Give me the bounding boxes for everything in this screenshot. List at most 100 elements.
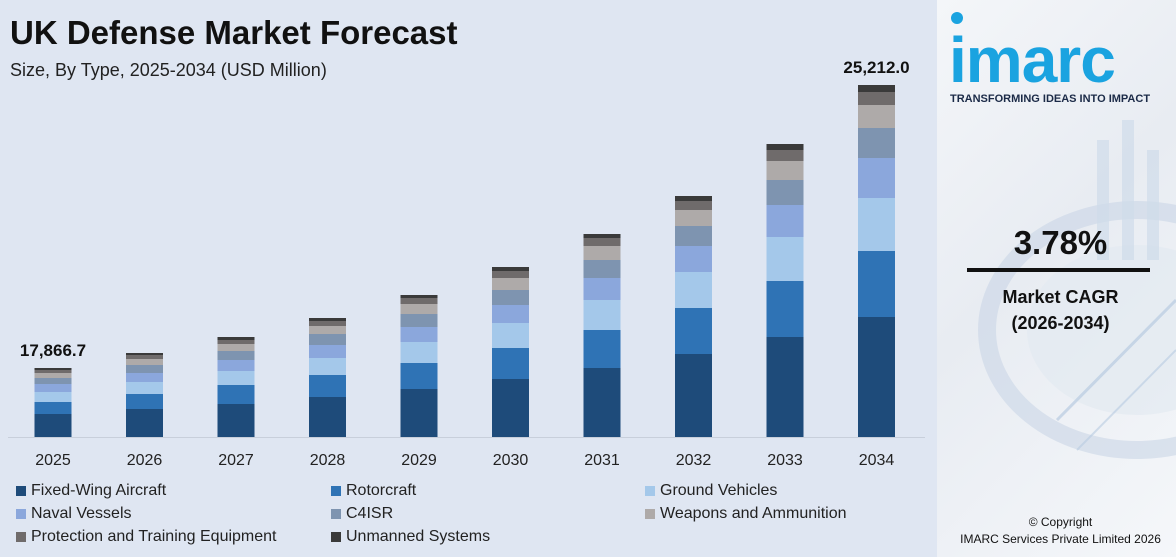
bar-segment-2025-0 [34,414,72,437]
logo-tagline: TRANSFORMING IDEAS INTO IMPACT [950,93,1151,105]
bar-segment-2031-5 [583,246,621,260]
bar-segment-2026-6 [126,355,163,359]
bar-segment-2029-4 [400,314,438,327]
legend-label: Unmanned Systems [346,528,491,545]
bar-segment-2028-5 [309,326,346,334]
bar-segment-2030-7 [492,267,529,271]
bar-segment-2027-3 [217,360,255,371]
copyright-line-1: © Copyright [1028,515,1093,529]
bar-segment-2033-1 [766,281,804,337]
bar-segment-2030-1 [492,348,529,379]
brand-panel: imarc TRANSFORMING IDEAS INTO IMPACT 3.7… [937,0,1176,557]
legend-item-8: Unmanned Systems [331,528,490,546]
data-label-2034: 25,212.0 [843,58,909,77]
bar-segment-2034-5 [858,105,895,128]
x-tick-label-2027: 2027 [218,452,254,469]
legend-swatch [331,532,341,542]
bar-segment-2027-7 [217,337,255,340]
bar-segment-2032-0 [675,354,712,437]
legend-swatch [331,509,341,519]
bar-segment-2030-6 [492,271,529,278]
legend-item-3: Ground Vehicles [645,482,777,500]
bar-segment-2034-1 [858,251,895,317]
cagr-label-line-2: (2026-2034) [1011,313,1110,333]
legend-swatch [645,509,655,519]
legend-swatch [16,532,26,542]
bar-segment-2031-1 [583,330,621,368]
bar-segment-2034-3 [858,158,895,198]
legend-item-5: C4ISR [331,505,393,523]
x-tick-label-2030: 2030 [493,452,529,469]
bar-segment-2025-1 [34,402,72,414]
bar-segment-2026-4 [126,365,163,373]
x-tick-label-2031: 2031 [584,452,620,469]
legend-swatch [645,486,655,496]
bar-segment-2034-2 [858,198,895,251]
bar-segment-2027-5 [217,344,255,351]
bar-segment-2033-2 [766,237,804,281]
cagr-label: Market CAGR (2026-2034) [937,284,1176,336]
bar-chart: 2025 2026 2027 2028 2029 2030 2031 2032 2033 2034… [8,58,925,469]
bar-segment-2034-0 [858,317,895,437]
chart-subtitle: Size, By Type, 2025-2034 (USD Million) [10,60,327,80]
chart-panel: UK Defense Market Forecast Size, By Type… [8,14,925,546]
bar-segment-2031-2 [583,300,621,330]
bar-segment-2029-2 [400,342,438,363]
bar-segment-2027-0 [217,404,255,437]
bar-segment-2031-6 [583,238,621,246]
bar-segment-2032-1 [675,308,712,354]
x-tick-label-2032: 2032 [676,452,712,469]
bar-segment-2028-3 [309,345,346,358]
bar-segment-2028-0 [309,397,346,437]
bar-segment-2032-2 [675,272,712,308]
bar-segment-2032-3 [675,246,712,272]
cagr-label-line-1: Market CAGR [1002,287,1119,307]
bar-segment-2028-1 [309,375,346,397]
chart-title: UK Defense Market Forecast [10,14,458,51]
x-tick-label-2028: 2028 [310,452,346,469]
bar-segment-2028-2 [309,358,346,375]
bar-segment-2025-5 [34,373,72,378]
bar-segment-2029-5 [400,304,438,314]
bar-segment-2026-2 [126,382,163,394]
bar-segment-2031-4 [583,260,621,278]
copyright: © Copyright IMARC Services Private Limit… [937,514,1176,548]
bar-segment-2029-6 [400,298,438,304]
bar-segment-2029-1 [400,363,438,389]
bar-segment-2025-6 [34,370,72,373]
bar-segment-2029-3 [400,327,438,342]
x-tick-label-2026: 2026 [127,452,163,469]
bar-segment-2034-4 [858,128,895,158]
legend-item-7: Protection and Training Equipment [16,528,276,546]
legend-label: Fixed-Wing Aircraft [31,482,167,499]
bar-segment-2031-0 [583,368,621,437]
bar-segment-2027-4 [217,351,255,360]
data-label-2025: 17,866.7 [20,341,86,360]
x-tick-label-2025: 2025 [35,452,71,469]
bar-segment-2028-7 [309,318,346,321]
bar-segment-2026-3 [126,373,163,382]
legend-label: Rotorcraft [346,482,417,499]
bar-segment-2028-4 [309,334,346,345]
bar-segment-2031-3 [583,278,621,300]
legend-label: Weapons and Ammunition [660,505,847,522]
x-tick-label-2033: 2033 [767,452,803,469]
bar-segment-2032-6 [675,201,712,210]
bar-segment-2031-7 [583,234,621,238]
bar-segment-2030-3 [492,305,529,323]
bar-segment-2033-3 [766,205,804,237]
bar-segment-2026-7 [126,353,163,355]
legend-label: Ground Vehicles [660,482,778,499]
bar-segment-2025-7 [34,368,72,370]
bar-segment-2030-4 [492,290,529,305]
x-tick-label-2034: 2034 [859,452,895,469]
bar-segment-2033-6 [766,150,804,161]
cagr-value: 3.78% [1013,224,1108,261]
legend-item-1: Fixed-Wing Aircraft [16,482,166,500]
legend-item-2: Rotorcraft [331,482,416,500]
legend-label: C4ISR [346,505,394,522]
bar-segment-2033-5 [766,161,804,180]
bar-segment-2029-7 [400,295,438,298]
bar-segment-2030-0 [492,379,529,437]
bar-segment-2030-5 [492,278,529,290]
